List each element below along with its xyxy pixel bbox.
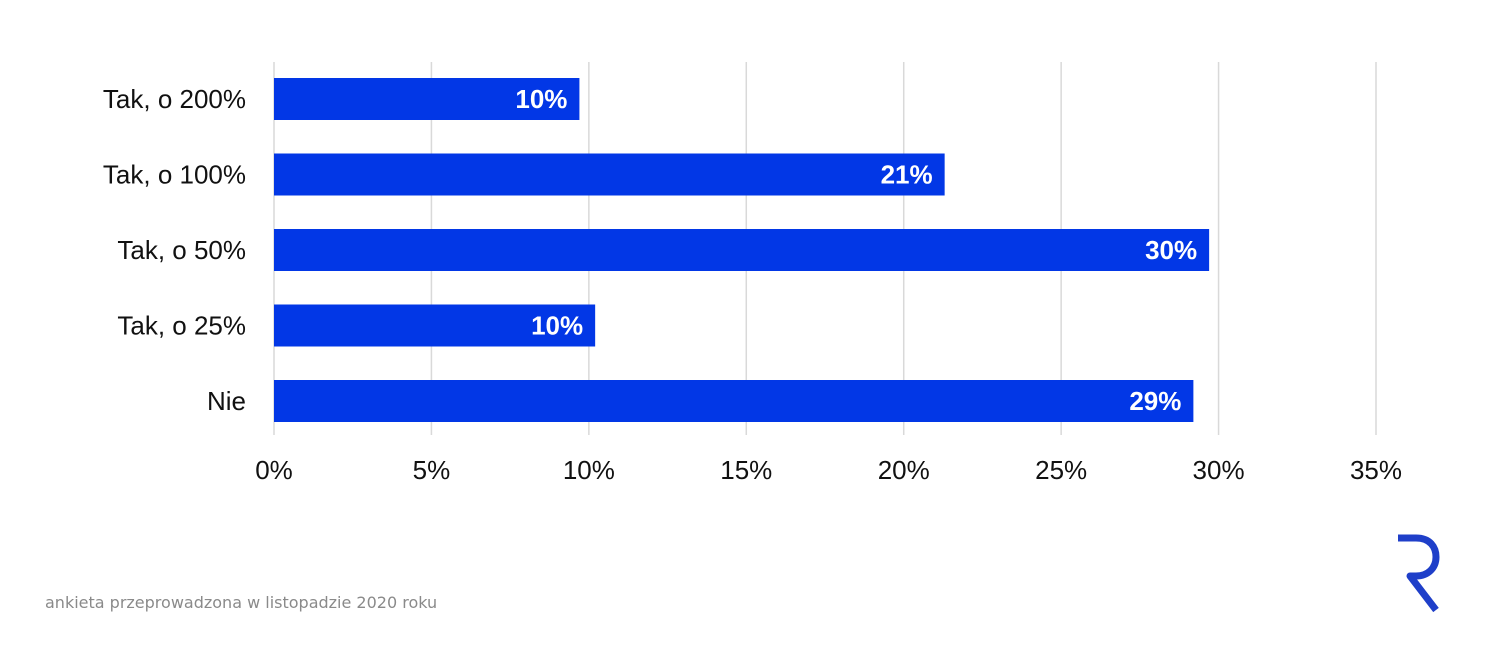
bar-3 <box>274 304 596 347</box>
category-label-2: Tak, o 50% <box>117 235 246 265</box>
bar-4 <box>274 380 1194 422</box>
category-label-4: Nie <box>207 386 246 416</box>
x-tick-label-5: 25% <box>1035 455 1087 485</box>
bar-1 <box>274 153 945 196</box>
category-label-1: Tak, o 100% <box>103 160 246 190</box>
bar-chart: 10%21%30%10%29% Tak, o 200%Tak, o 100%Ta… <box>103 62 1402 485</box>
bar-0 <box>274 78 580 120</box>
footnote: ankieta przeprowadzona w listopadzie 202… <box>45 593 438 612</box>
x-tick-label-6: 30% <box>1193 455 1245 485</box>
x-tick-label-1: 5% <box>413 455 451 485</box>
data-label-0: 10% <box>515 84 567 114</box>
data-label-3: 10% <box>531 311 583 341</box>
x-tick-label-3: 15% <box>720 455 772 485</box>
x-tick-label-0: 0% <box>255 455 293 485</box>
bar-2 <box>274 229 1210 271</box>
r-logo-icon <box>1398 534 1440 613</box>
category-label-3: Tak, o 25% <box>117 311 246 341</box>
bars: 10% 21% 30% 10% 29% <box>274 78 1210 422</box>
x-tick-label-4: 20% <box>878 455 930 485</box>
data-label-1: 21% <box>881 160 933 190</box>
data-label-4: 29% <box>1129 386 1181 416</box>
category-label-0: Tak, o 200% <box>103 84 246 114</box>
x-axis-tick-labels: 0% 5% 10% 15% 20% 25% 30% 35% <box>255 455 1402 485</box>
x-tick-label-7: 35% <box>1350 455 1402 485</box>
x-tick-label-2: 10% <box>563 455 615 485</box>
category-labels: Tak, o 200% Tak, o 100% Tak, o 50% Tak, o 2… <box>103 84 246 416</box>
data-label-2: 30% <box>1145 235 1197 265</box>
